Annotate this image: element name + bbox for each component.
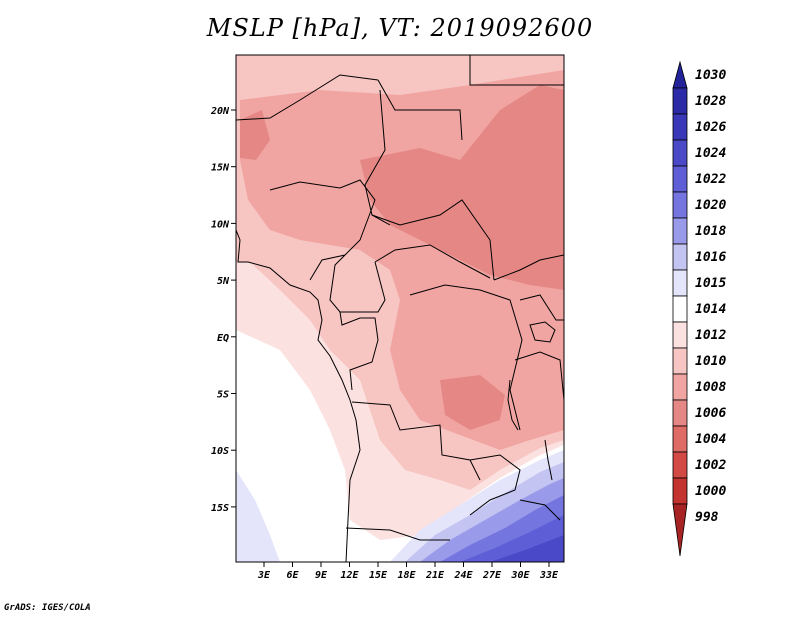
border-congo	[339, 311, 379, 391]
border-car-north	[371, 199, 495, 281]
country-borders	[236, 55, 564, 562]
colorbar-label-1018: 1018	[695, 224, 726, 239]
coastline-west	[236, 229, 361, 562]
lat-label-EQ: EQ	[217, 333, 229, 344]
colorbar-segment-1002	[672, 451, 688, 479]
colorbar-segment-1022	[672, 165, 688, 193]
colorbar-segment-1024	[672, 139, 688, 167]
latitude-axis: 20N 15N 10N 5N EQ 5S 10S 15S	[210, 106, 236, 514]
colorbar-segment-1015	[672, 269, 688, 297]
lon-label-9E: 9E	[315, 570, 328, 581]
colorbar-segment-1000	[672, 477, 688, 505]
colorbar-segment-1006	[672, 399, 688, 427]
border-angola-south	[345, 527, 450, 541]
colorbar-segment-1016	[672, 243, 688, 271]
lake-tanganyika	[507, 379, 519, 431]
border-zambia	[469, 454, 521, 516]
lon-label-15E: 15E	[369, 570, 388, 581]
lat-label-10S: 10S	[211, 446, 229, 457]
colorbar-label-1020: 1020	[695, 198, 726, 213]
lon-label-12E: 12E	[340, 570, 359, 581]
colorbar-label-1002: 1002	[695, 458, 726, 473]
colorbar-segment-1028	[672, 87, 688, 115]
border-uganda-kenya	[519, 294, 564, 321]
colorbar-segment-1030	[672, 60, 688, 89]
border-tanzania	[514, 351, 564, 401]
field-1015-west	[236, 470, 280, 562]
lon-label-3E: 3E	[257, 570, 271, 581]
field-1006-north	[360, 85, 564, 290]
colorbar-segment-1014	[672, 295, 688, 323]
map-frame	[235, 54, 565, 563]
colorbar-label-1015: 1015	[695, 276, 726, 291]
border-mozambique	[519, 499, 561, 521]
credit-text: GrADS: IGES/COLA	[4, 603, 91, 613]
border-car-south	[374, 244, 491, 279]
lat-label-15S: 15S	[211, 503, 229, 514]
lake-malawi	[544, 439, 553, 481]
lon-label-21E: 21E	[425, 570, 445, 581]
colorbar-segment-1004	[672, 425, 688, 453]
field-1006-south	[440, 375, 505, 430]
border-libya-egypt	[469, 55, 564, 86]
lon-label-30E: 30E	[510, 570, 530, 581]
field-1006-west	[240, 110, 270, 160]
lat-label-5S: 5S	[217, 390, 229, 401]
colorbar-label-1006: 1006	[695, 406, 726, 421]
colorbar-label-1004: 1004	[695, 432, 726, 447]
field-1024	[490, 535, 564, 562]
border-sudan-north	[377, 79, 463, 141]
colorbar-segment-998	[672, 503, 688, 557]
border-niger	[236, 74, 379, 121]
colorbar-segment-1026	[672, 113, 688, 141]
border-east	[493, 254, 564, 281]
lat-label-20N: 20N	[210, 106, 230, 117]
colorbar: 1030 1028 1026 1024 1022 1020 1018 1016 1015 1014…	[672, 60, 726, 557]
colorbar-segment-1012	[672, 321, 688, 349]
lake-victoria	[529, 321, 556, 343]
colorbar-label-998: 998	[695, 510, 719, 525]
colorbar-segment-1018	[672, 217, 688, 245]
longitude-axis: 3E 6E 9E 12E 15E 18E 21E 24E 27E 30E 33E	[257, 562, 559, 581]
colorbar-segment-1020	[672, 191, 688, 219]
colorbar-segment-1010	[672, 347, 688, 375]
pressure-field	[236, 55, 564, 562]
lon-label-18E: 18E	[397, 570, 416, 581]
colorbar-label-1008: 1008	[695, 380, 726, 395]
colorbar-label-1026: 1026	[695, 120, 726, 135]
lon-label-27E: 27E	[482, 570, 502, 581]
colorbar-label-1028: 1028	[695, 94, 726, 109]
lat-label-5N: 5N	[217, 276, 230, 287]
colorbar-label-1000: 1000	[695, 484, 726, 499]
border-nigeria	[269, 179, 376, 281]
colorbar-label-1010: 1010	[695, 354, 726, 369]
colorbar-segment-1008	[672, 373, 688, 401]
colorbar-label-1016: 1016	[695, 250, 726, 265]
colorbar-label-1030: 1030	[695, 68, 726, 83]
colorbar-label-1022: 1022	[695, 172, 726, 187]
lat-label-10N: 10N	[211, 219, 230, 230]
colorbar-label-1012: 1012	[695, 328, 726, 343]
lon-label-24E: 24E	[453, 570, 473, 581]
border-drc	[409, 284, 523, 431]
lat-label-15N: 15N	[211, 163, 230, 174]
map-title: MSLP [hPa], VT: 2019092600	[206, 14, 594, 42]
border-chad-east	[364, 89, 391, 226]
lon-label-33E: 33E	[539, 570, 559, 581]
lon-label-6E: 6E	[286, 570, 299, 581]
colorbar-label-1024: 1024	[695, 146, 726, 161]
colorbar-label-1014: 1014	[695, 302, 726, 317]
